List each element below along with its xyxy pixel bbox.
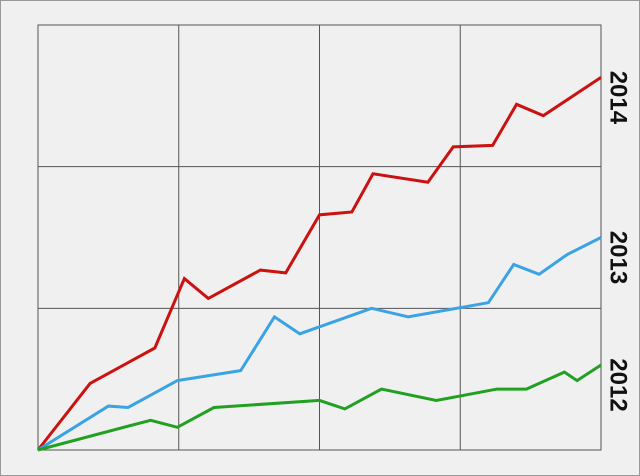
series-label: 2013	[605, 231, 632, 284]
series-label: 2012	[605, 358, 632, 411]
series-line	[36, 76, 602, 451]
series-label: 2014	[605, 71, 632, 125]
series-line	[37, 363, 602, 452]
series-line	[37, 236, 602, 452]
